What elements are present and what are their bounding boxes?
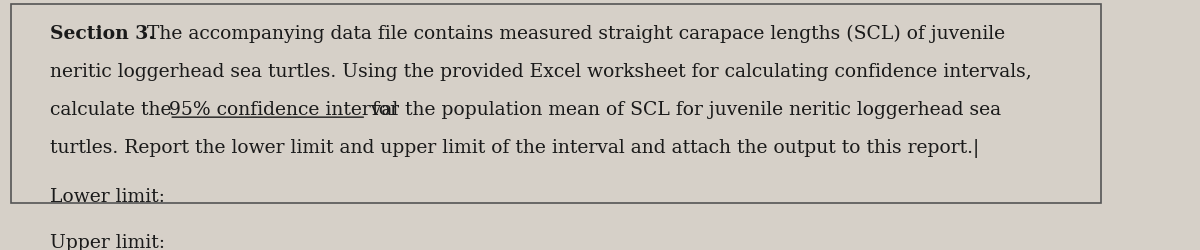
- Text: Lower limit:: Lower limit:: [49, 188, 164, 206]
- Text: turtles. Report the lower limit and upper limit of the interval and attach the o: turtles. Report the lower limit and uppe…: [49, 139, 979, 158]
- Text: for the population mean of SCL for juvenile neritic loggerhead sea: for the population mean of SCL for juven…: [366, 101, 1001, 119]
- Text: neritic loggerhead sea turtles. Using the provided Excel worksheet for calculati: neritic loggerhead sea turtles. Using th…: [49, 63, 1032, 81]
- Text: Upper limit:: Upper limit:: [49, 234, 164, 250]
- Text: Section 3.: Section 3.: [49, 25, 155, 43]
- Text: 95% confidence interval: 95% confidence interval: [169, 101, 398, 119]
- Text: The accompanying data file contains measured straight carapace lengths (SCL) of : The accompanying data file contains meas…: [140, 25, 1004, 43]
- Text: calculate the: calculate the: [49, 101, 178, 119]
